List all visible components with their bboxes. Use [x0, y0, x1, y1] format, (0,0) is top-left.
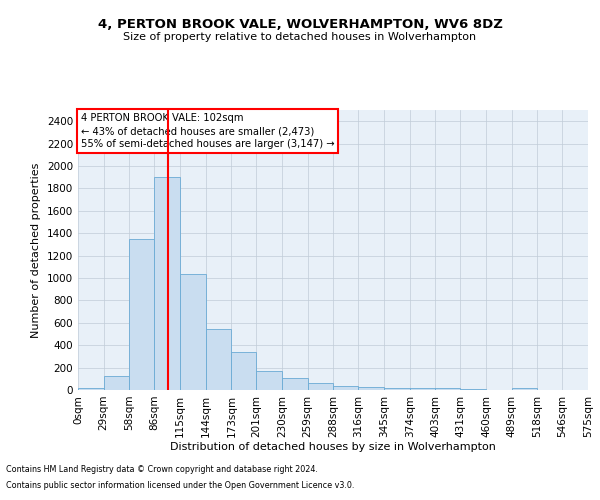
Text: 4 PERTON BROOK VALE: 102sqm
← 43% of detached houses are smaller (2,473)
55% of : 4 PERTON BROOK VALE: 102sqm ← 43% of det… — [80, 113, 334, 149]
Text: 4, PERTON BROOK VALE, WOLVERHAMPTON, WV6 8DZ: 4, PERTON BROOK VALE, WOLVERHAMPTON, WV6… — [98, 18, 502, 30]
Text: Size of property relative to detached houses in Wolverhampton: Size of property relative to detached ho… — [124, 32, 476, 42]
Bar — [78, 388, 104, 390]
Bar — [436, 388, 460, 390]
Bar — [256, 371, 282, 390]
Text: Contains HM Land Registry data © Crown copyright and database right 2024.: Contains HM Land Registry data © Crown c… — [6, 466, 318, 474]
Bar — [154, 177, 180, 390]
Bar — [206, 329, 232, 390]
Bar — [334, 386, 358, 390]
Y-axis label: Number of detached properties: Number of detached properties — [31, 162, 41, 338]
Bar — [104, 376, 130, 390]
Text: Contains public sector information licensed under the Open Government Licence v3: Contains public sector information licen… — [6, 480, 355, 490]
Bar — [180, 274, 206, 390]
Bar — [232, 352, 256, 390]
Bar — [130, 239, 154, 390]
Bar — [358, 387, 384, 390]
Bar — [512, 388, 538, 390]
Bar — [410, 388, 436, 390]
Bar — [308, 384, 334, 390]
Text: Distribution of detached houses by size in Wolverhampton: Distribution of detached houses by size … — [170, 442, 496, 452]
Bar — [282, 378, 308, 390]
Bar — [384, 388, 410, 390]
